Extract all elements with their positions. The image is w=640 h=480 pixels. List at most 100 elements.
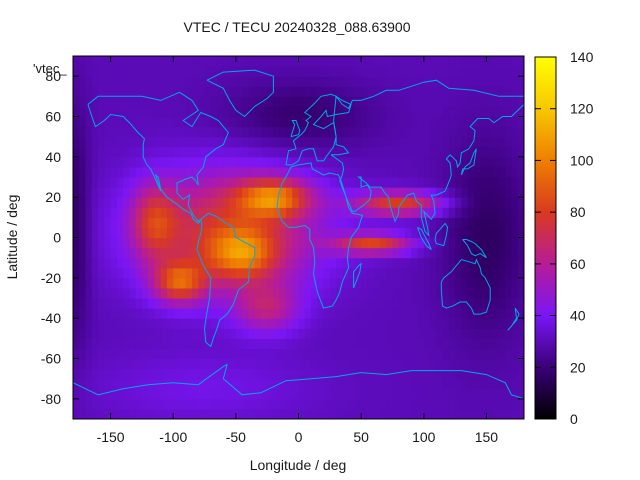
heatmap-cell xyxy=(248,368,256,380)
heatmap-cell xyxy=(267,267,275,279)
heatmap-cell xyxy=(411,237,419,249)
heatmap-cell xyxy=(367,66,375,77)
heatmap-cell xyxy=(173,166,181,178)
heatmap-cell xyxy=(354,76,362,87)
heatmap-cell xyxy=(260,146,268,158)
heatmap-cell xyxy=(160,96,168,108)
heatmap-cell xyxy=(436,267,444,279)
heatmap-cell xyxy=(160,126,168,138)
heatmap-cell xyxy=(285,156,293,168)
heatmap-cell xyxy=(260,338,268,350)
heatmap-cell xyxy=(123,56,130,67)
heatmap-cell xyxy=(367,358,375,370)
heatmap-cell xyxy=(455,227,462,239)
heatmap-cell xyxy=(73,368,80,380)
heatmap-cell xyxy=(223,217,231,229)
heatmap-cell xyxy=(279,136,287,148)
heatmap-cell xyxy=(505,368,513,380)
heatmap-cell xyxy=(98,358,105,370)
heatmap-cell xyxy=(417,76,425,87)
heatmap-cell xyxy=(398,227,406,239)
heatmap-cell xyxy=(480,277,488,289)
heatmap-cell xyxy=(129,56,137,67)
heatmap-cell xyxy=(104,398,112,410)
heatmap-cell xyxy=(348,318,356,329)
heatmap-cell xyxy=(517,76,524,87)
heatmap-cell xyxy=(154,86,162,97)
heatmap-cell xyxy=(311,56,318,67)
heatmap-cell xyxy=(348,247,356,259)
heatmap-cell xyxy=(461,348,469,360)
heatmap-cell xyxy=(436,106,444,118)
heatmap-cell xyxy=(317,408,325,419)
heatmap-cell xyxy=(141,358,149,370)
heatmap-cell xyxy=(404,398,412,410)
heatmap-cell xyxy=(480,217,488,229)
heatmap-cell xyxy=(354,287,362,299)
heatmap-cell xyxy=(279,166,287,178)
heatmap-cell xyxy=(260,197,268,208)
heatmap-cell xyxy=(298,217,306,229)
heatmap-cell xyxy=(354,318,362,329)
heatmap-cell xyxy=(254,96,262,108)
heatmap-cell xyxy=(235,308,243,319)
heatmap-cell xyxy=(192,408,199,419)
heatmap-cell xyxy=(273,247,281,259)
heatmap-cell xyxy=(354,156,362,168)
heatmap-cell xyxy=(430,287,437,299)
heatmap-cell xyxy=(342,368,350,380)
heatmap-cell xyxy=(210,207,218,218)
heatmap-cell xyxy=(398,257,406,269)
heatmap-cell xyxy=(505,146,513,158)
heatmap-cell xyxy=(210,66,218,77)
heatmap-cell xyxy=(141,227,149,239)
heatmap-cell xyxy=(486,378,494,390)
heatmap-cell xyxy=(298,267,306,279)
heatmap-cell xyxy=(505,267,513,279)
heatmap-cell xyxy=(242,126,249,138)
heatmap-cell xyxy=(430,217,437,229)
heatmap-cell xyxy=(154,277,162,289)
heatmap-cell xyxy=(392,308,400,319)
heatmap-cell xyxy=(116,126,124,138)
heatmap-cell xyxy=(361,96,368,108)
heatmap-cell xyxy=(392,388,400,400)
heatmap-cell xyxy=(85,257,93,269)
heatmap-cell xyxy=(273,76,281,87)
heatmap-cell xyxy=(461,318,469,329)
heatmap-cell xyxy=(91,187,99,198)
heatmap-cell xyxy=(267,207,275,218)
heatmap-cell xyxy=(348,348,356,360)
heatmap-cell xyxy=(135,187,143,198)
heatmap-cell xyxy=(148,267,156,279)
heatmap-cell xyxy=(135,227,143,239)
heatmap-cell xyxy=(304,267,312,279)
heatmap-cell xyxy=(498,146,506,158)
heatmap-cell xyxy=(273,96,281,108)
heatmap-cell xyxy=(361,156,368,168)
heatmap-cell xyxy=(91,247,99,259)
heatmap-cell xyxy=(298,136,306,148)
heatmap-cell xyxy=(279,56,287,67)
heatmap-cell xyxy=(392,217,400,229)
heatmap-cell xyxy=(135,398,143,410)
heatmap-cell xyxy=(436,56,444,67)
heatmap-cell xyxy=(123,166,130,178)
heatmap-cell xyxy=(404,177,412,188)
heatmap-cell xyxy=(323,56,331,67)
heatmap-cell xyxy=(448,106,456,118)
heatmap-cell xyxy=(141,56,149,67)
legend-entry: 'vtec_ xyxy=(33,61,67,76)
heatmap-cell xyxy=(285,197,293,208)
y-axis-label: Latitude / deg xyxy=(4,195,20,280)
heatmap-cell xyxy=(166,136,174,148)
heatmap-cell xyxy=(129,368,137,380)
heatmap-cell xyxy=(448,126,456,138)
heatmap-cell xyxy=(273,257,281,269)
heatmap-cell xyxy=(336,136,343,148)
heatmap-cell xyxy=(511,348,519,360)
heatmap-cell xyxy=(267,136,275,148)
heatmap-cell xyxy=(486,217,494,229)
heatmap-cell xyxy=(248,66,256,77)
heatmap-cell xyxy=(436,298,444,309)
